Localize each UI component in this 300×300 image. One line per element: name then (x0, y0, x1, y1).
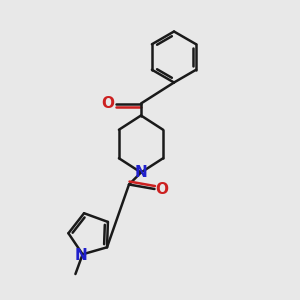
Text: N: N (75, 248, 88, 263)
Text: N: N (135, 165, 147, 180)
Text: O: O (155, 182, 169, 197)
Text: O: O (101, 96, 115, 111)
